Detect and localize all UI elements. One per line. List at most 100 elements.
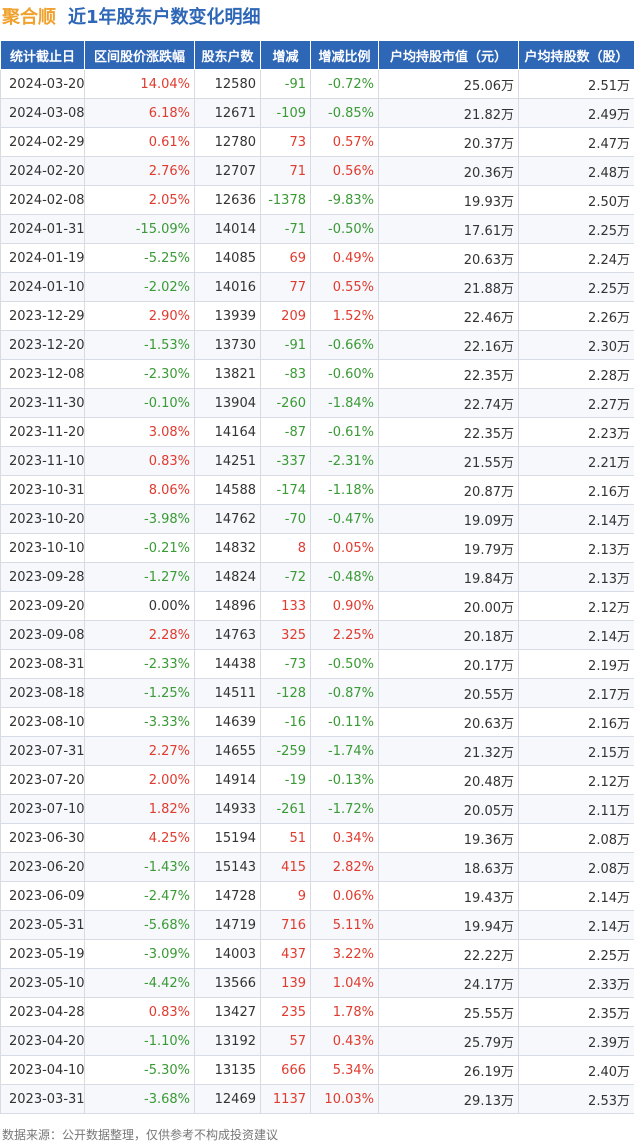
cell-holders: 15143 [194,852,261,882]
col-header-change[interactable]: 增减 [260,40,311,70]
cell-holders: 14728 [194,881,261,911]
cell-change: 437 [260,939,311,969]
cell-change: 133 [260,591,311,621]
cell-holders: 14719 [194,910,261,940]
cell-holders: 13730 [194,330,261,360]
cell-change: -71 [260,214,311,244]
data-source-note: 数据来源：公开数据整理，仅供参考不构成投资建议 [2,1128,279,1142]
cell-price-change: 2.05% [84,185,195,215]
cell-change: -70 [260,504,311,534]
cell-change: 415 [260,852,311,882]
table-row: 2023-10-20 -3.98% 14762 -70 -0.47% 19.09万 2.14… [0,504,634,534]
table-row: 2023-08-18 -1.25% 14511 -128 -0.87% 20.55万 2.1… [0,678,634,708]
table-row: 2023-04-28 0.83% 13427 235 1.78% 25.55万 2.35万 [0,997,634,1027]
cell-avg-shares: 2.24万 [518,243,634,273]
table-body: 2024-03-20 14.04% 12580 -91 -0.72% 25.06万 2.51… [0,69,634,1114]
cell-date: 2023-12-20 [0,330,85,360]
cell-date: 2023-12-29 [0,301,85,331]
cell-avg-value: 26.19万 [378,1055,519,1085]
cell-change: 325 [260,620,311,650]
cell-change: 209 [260,301,311,331]
cell-change-ratio: -1.72% [310,794,379,824]
cell-change-ratio: -0.11% [310,707,379,737]
shareholder-table: 统计截止日 区间股价涨跌幅 股东户数 增减 增减比例 户均持股市值（元） 户均持… [0,40,634,1114]
cell-avg-value: 21.32万 [378,736,519,766]
cell-change-ratio: -0.48% [310,562,379,592]
col-header-holders[interactable]: 股东户数 [194,40,261,70]
cell-avg-shares: 2.33万 [518,968,634,998]
col-header-avg-value[interactable]: 户均持股市值（元） [378,40,519,70]
cell-price-change: 8.06% [84,475,195,505]
cell-price-change: -4.42% [84,968,195,998]
cell-avg-value: 19.94万 [378,910,519,940]
cell-price-change: -1.53% [84,330,195,360]
cell-date: 2023-08-18 [0,678,85,708]
cell-holders: 14511 [194,678,261,708]
cell-date: 2023-11-10 [0,446,85,476]
cell-avg-value: 21.82万 [378,98,519,128]
cell-change: 77 [260,272,311,302]
cell-change-ratio: -0.50% [310,649,379,679]
cell-avg-value: 20.87万 [378,475,519,505]
cell-change-ratio: -0.85% [310,98,379,128]
cell-avg-shares: 2.48万 [518,156,634,186]
cell-date: 2023-10-31 [0,475,85,505]
cell-change-ratio: -1.74% [310,736,379,766]
cell-change: 69 [260,243,311,273]
cell-change-ratio: -1.18% [310,475,379,505]
cell-date: 2023-07-31 [0,736,85,766]
cell-avg-shares: 2.30万 [518,330,634,360]
table-row: 2023-07-31 2.27% 14655 -259 -1.74% 21.32万 2.15… [0,736,634,766]
cell-date: 2023-09-20 [0,591,85,621]
cell-price-change: -3.98% [84,504,195,534]
cell-change-ratio: 0.34% [310,823,379,853]
cell-avg-value: 21.55万 [378,446,519,476]
cell-change-ratio: -0.13% [310,765,379,795]
cell-avg-value: 22.22万 [378,939,519,969]
cell-change-ratio: 0.43% [310,1026,379,1056]
cell-avg-value: 25.79万 [378,1026,519,1056]
cell-avg-shares: 2.53万 [518,1084,634,1114]
cell-change: 9 [260,881,311,911]
cell-change: -19 [260,765,311,795]
table-row: 2023-12-20 -1.53% 13730 -91 -0.66% 22.16万 2.30… [0,330,634,360]
cell-holders: 13566 [194,968,261,998]
cell-date: 2024-02-29 [0,127,85,157]
cell-holders: 12636 [194,185,261,215]
cell-avg-value: 20.63万 [378,243,519,273]
cell-avg-value: 17.61万 [378,214,519,244]
cell-avg-shares: 2.27万 [518,388,634,418]
cell-change: -260 [260,388,311,418]
cell-date: 2024-01-10 [0,272,85,302]
cell-avg-shares: 2.28万 [518,359,634,389]
col-header-date[interactable]: 统计截止日 [0,40,85,70]
page-title: 聚合顺 近1年股东户数变化明细 [0,0,634,32]
cell-date: 2023-10-20 [0,504,85,534]
table-row: 2023-05-31 -5.68% 14719 716 5.11% 19.94万 2.14万 [0,910,634,940]
cell-change-ratio: -9.83% [310,185,379,215]
cell-avg-shares: 2.25万 [518,272,634,302]
cell-avg-shares: 2.50万 [518,185,634,215]
cell-date: 2023-06-20 [0,852,85,882]
cell-date: 2023-11-20 [0,417,85,447]
cell-change-ratio: -0.60% [310,359,379,389]
cell-avg-shares: 2.39万 [518,1026,634,1056]
col-header-price-change[interactable]: 区间股价涨跌幅 [84,40,195,70]
cell-avg-value: 20.55万 [378,678,519,708]
cell-avg-shares: 2.23万 [518,417,634,447]
cell-price-change: -1.27% [84,562,195,592]
cell-avg-value: 22.74万 [378,388,519,418]
cell-avg-shares: 2.14万 [518,620,634,650]
cell-price-change: -1.25% [84,678,195,708]
cell-date: 2023-04-10 [0,1055,85,1085]
cell-price-change: 0.61% [84,127,195,157]
cell-holders: 13939 [194,301,261,331]
cell-price-change: 2.27% [84,736,195,766]
cell-change-ratio: 1.04% [310,968,379,998]
cell-price-change: -5.25% [84,243,195,273]
cell-date: 2024-03-08 [0,98,85,128]
cell-change-ratio: -0.72% [310,69,379,99]
col-header-change-ratio[interactable]: 增减比例 [310,40,379,70]
col-header-avg-shares[interactable]: 户均持股数（股） [518,40,634,70]
cell-price-change: -0.21% [84,533,195,563]
